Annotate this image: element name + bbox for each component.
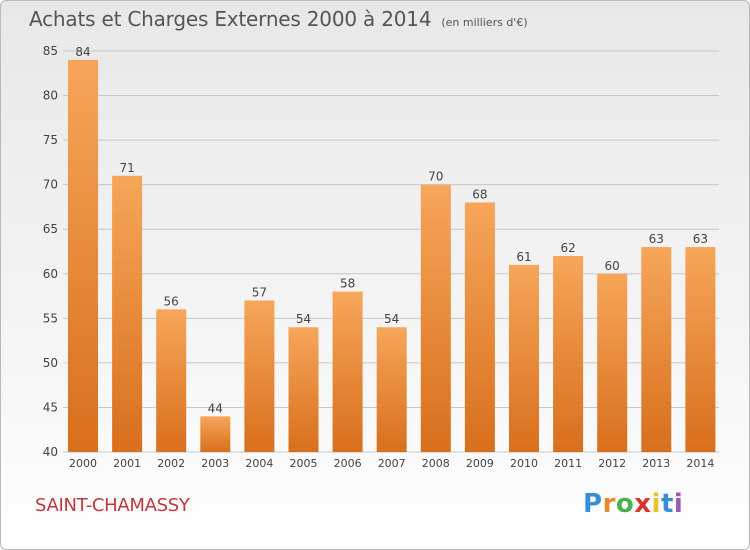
bar-2007	[376, 327, 407, 452]
logo-letter: o	[615, 489, 635, 519]
logo-letter: r	[602, 489, 616, 519]
x-tick-label: 2009	[466, 457, 494, 470]
data-labels: 84 71 56 44 57 54 58 54 70 68 61 62 60 63 63	[75, 45, 708, 415]
bar-2004	[244, 300, 275, 452]
y-tick-label: 85	[43, 44, 58, 58]
y-tick-label: 40	[43, 445, 58, 459]
y-tick-label: 65	[43, 222, 58, 236]
bar-2009	[464, 202, 495, 452]
data-label: 84	[75, 45, 90, 59]
logo-letter: x	[634, 489, 652, 519]
bar-2002	[156, 309, 187, 452]
y-tick-label: 75	[43, 133, 58, 147]
chart-title-text: Achats et Charges Externes 2000 à 2014	[29, 7, 432, 31]
x-tick-label: 2010	[510, 457, 538, 470]
data-label: 63	[649, 232, 664, 246]
logo-letter: t	[660, 489, 674, 519]
bar-2000	[68, 59, 98, 453]
y-tick-label: 45	[43, 400, 58, 414]
bar-2012	[597, 273, 628, 452]
data-label: 58	[340, 277, 355, 291]
x-tick-label: 2005	[290, 457, 318, 470]
x-tick-label: 2008	[422, 457, 450, 470]
bar-2013	[641, 247, 672, 452]
y-tick-label: 80	[43, 89, 58, 103]
bar-2010	[509, 264, 539, 452]
bar-2006	[332, 291, 363, 452]
x-axis-labels: 2000 2001 2002 2003 2004 2005 2006 2007 2008 2009…	[69, 457, 714, 470]
x-tick-label: 2001	[113, 457, 141, 470]
data-label: 63	[693, 232, 708, 246]
x-tick-label: 2003	[201, 457, 229, 470]
data-label: 44	[208, 401, 223, 415]
bar-2003	[200, 416, 231, 452]
y-axis: 40 45 50 55 60 65 70 75 80 85	[43, 44, 58, 459]
bars	[68, 59, 716, 453]
x-tick-label: 2000	[69, 457, 97, 470]
data-label: 57	[252, 286, 267, 300]
x-tick-label: 2007	[378, 457, 406, 470]
y-tick-label: 50	[43, 356, 58, 370]
bar-2011	[553, 255, 584, 452]
data-label: 71	[119, 161, 134, 175]
bar-2008	[420, 184, 451, 452]
x-tick-label: 2013	[642, 457, 670, 470]
data-label: 70	[428, 170, 443, 184]
x-tick-label: 2011	[554, 457, 582, 470]
x-tick-label: 2014	[686, 457, 714, 470]
proxiti-logo: Proxiti	[583, 489, 683, 519]
bar-2005	[288, 327, 319, 452]
x-tick-label: 2006	[334, 457, 362, 470]
data-label: 60	[605, 259, 620, 273]
data-label: 54	[384, 312, 399, 326]
x-tick-label: 2002	[157, 457, 185, 470]
bar-2014	[685, 247, 716, 452]
data-label: 68	[472, 187, 487, 201]
logo-letter: i	[673, 489, 684, 519]
data-label: 61	[516, 250, 531, 264]
bar-2001	[112, 175, 143, 452]
city-name: SAINT-CHAMASSY	[35, 495, 190, 516]
data-label: 62	[560, 241, 575, 255]
y-tick-label: 60	[43, 267, 58, 281]
logo-letter: P	[583, 489, 603, 519]
y-tick-label: 55	[43, 311, 58, 325]
y-tick-label: 70	[43, 178, 58, 192]
x-tick-label: 2012	[598, 457, 626, 470]
chart-unit: (en milliers d'€)	[441, 16, 528, 29]
data-label: 54	[296, 312, 311, 326]
chart-title: Achats et Charges Externes 2000 à 2014 (e…	[29, 7, 528, 31]
logo-letter: i	[651, 489, 661, 519]
data-label: 56	[164, 294, 179, 308]
x-tick-label: 2004	[245, 457, 273, 470]
